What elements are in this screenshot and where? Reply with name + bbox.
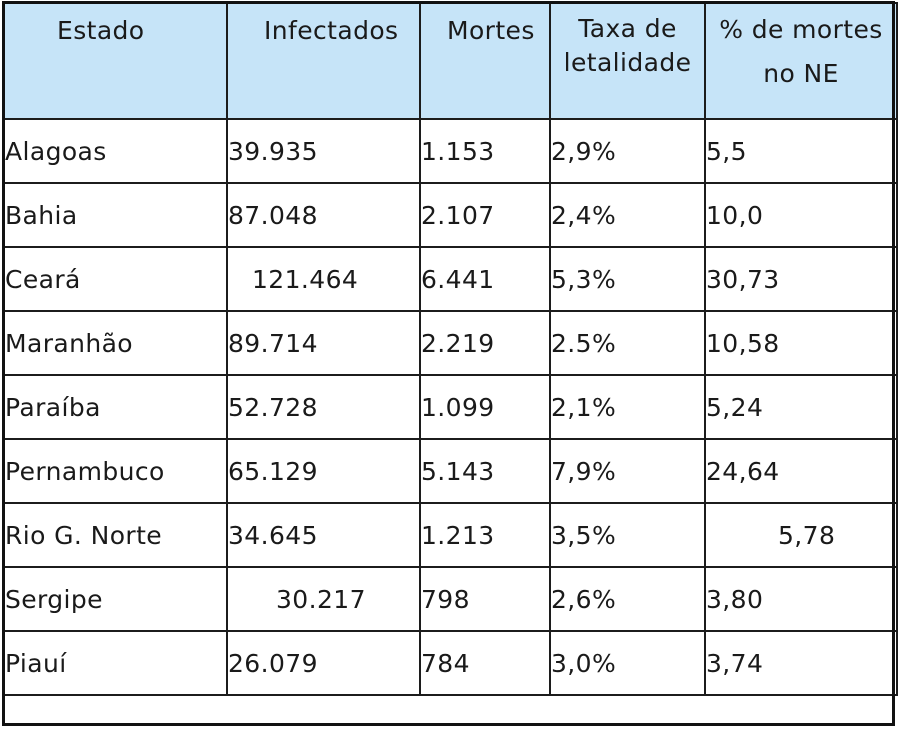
cell-taxa: 7,9% bbox=[549, 438, 706, 504]
cell-taxa: 2,6% bbox=[549, 566, 706, 632]
table-row: Ceará 121.464 6.441 5,3% 30,73 bbox=[3, 246, 898, 312]
cell-taxa: 2,9% bbox=[549, 118, 706, 184]
cell-pct: 10,0 bbox=[704, 182, 898, 248]
cell-taxa: 2.5% bbox=[549, 310, 706, 376]
cell-infectados: 34.645 bbox=[226, 502, 421, 568]
cell-pct: 3,80 bbox=[704, 566, 898, 632]
header-row: Estado Infectados Mortes Taxa de letalid… bbox=[3, 2, 898, 120]
cell-infectados: 89.714 bbox=[226, 310, 421, 376]
cell-infectados: 52.728 bbox=[226, 374, 421, 440]
table-row: Rio G. Norte 34.645 1.213 3,5% 5,78 bbox=[3, 502, 898, 568]
cell-estado: Sergipe bbox=[3, 566, 228, 632]
table-row: Pernambuco 65.129 5.143 7,9% 24,64 bbox=[3, 438, 898, 504]
cell-mortes: 1.213 bbox=[419, 502, 551, 568]
cell-pct: 5,78 bbox=[704, 502, 898, 568]
cell-estado: Pernambuco bbox=[3, 438, 228, 504]
table-row: Paraíba 52.728 1.099 2,1% 5,24 bbox=[3, 374, 898, 440]
cell-pct: 5,5 bbox=[704, 118, 898, 184]
cell-pct: 10,58 bbox=[704, 310, 898, 376]
cell-estado: Rio G. Norte bbox=[3, 502, 228, 568]
cell-taxa: 2,4% bbox=[549, 182, 706, 248]
cell-infectados: 30.217 bbox=[226, 566, 421, 632]
table-row: Piauí 26.079 784 3,0% 3,74 bbox=[3, 630, 898, 696]
cell-taxa: 3,0% bbox=[549, 630, 706, 696]
cell-mortes: 784 bbox=[419, 630, 551, 696]
header-mortes: Mortes bbox=[419, 2, 551, 120]
cell-estado: Paraíba bbox=[3, 374, 228, 440]
cell-infectados: 26.079 bbox=[226, 630, 421, 696]
header-infectados: Infectados bbox=[226, 2, 421, 120]
cell-infectados: 121.464 bbox=[226, 246, 421, 312]
cell-mortes: 2.107 bbox=[419, 182, 551, 248]
header-pct-mortes-ne: % de mortes no NE bbox=[704, 2, 898, 120]
header-taxa-letalidade: Taxa de letalidade bbox=[549, 2, 706, 120]
cell-pct: 3,74 bbox=[704, 630, 898, 696]
cell-estado: Ceará bbox=[3, 246, 228, 312]
cell-estado: Piauí bbox=[3, 630, 228, 696]
cell-mortes: 6.441 bbox=[419, 246, 551, 312]
cell-estado: Alagoas bbox=[3, 118, 228, 184]
cell-mortes: 5.143 bbox=[419, 438, 551, 504]
cell-taxa: 2,1% bbox=[549, 374, 706, 440]
cell-mortes: 1.153 bbox=[419, 118, 551, 184]
cell-mortes: 798 bbox=[419, 566, 551, 632]
cell-pct: 30,73 bbox=[704, 246, 898, 312]
cell-mortes: 1.099 bbox=[419, 374, 551, 440]
cell-pct: 5,24 bbox=[704, 374, 898, 440]
cell-mortes: 2.219 bbox=[419, 310, 551, 376]
cell-pct: 24,64 bbox=[704, 438, 898, 504]
table-row: Maranhão 89.714 2.219 2.5% 10,58 bbox=[3, 310, 898, 376]
cell-infectados: 87.048 bbox=[226, 182, 421, 248]
table-row: Alagoas 39.935 1.153 2,9% 5,5 bbox=[3, 118, 898, 184]
cell-taxa: 5,3% bbox=[549, 246, 706, 312]
cell-infectados: 65.129 bbox=[226, 438, 421, 504]
header-estado: Estado bbox=[3, 2, 228, 120]
cell-estado: Bahia bbox=[3, 182, 228, 248]
cell-infectados: 39.935 bbox=[226, 118, 421, 184]
table-row: Bahia 87.048 2.107 2,4% 10,0 bbox=[3, 182, 898, 248]
cell-estado: Maranhão bbox=[3, 310, 228, 376]
covid-ne-table: Estado Infectados Mortes Taxa de letalid… bbox=[3, 2, 898, 696]
table-row: Sergipe 30.217 798 2,6% 3,80 bbox=[3, 566, 898, 632]
cell-taxa: 3,5% bbox=[549, 502, 706, 568]
